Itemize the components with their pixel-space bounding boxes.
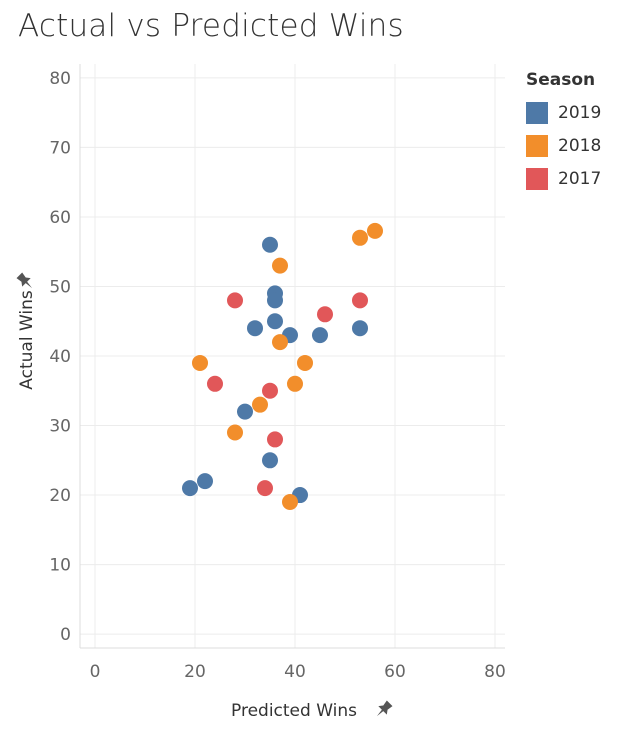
grid-lines (79, 64, 505, 649)
legend: Season 2019 2018 2017 (526, 70, 601, 195)
x-tick-label: 80 (484, 662, 506, 682)
y-tick-label: 60 (49, 208, 71, 228)
x-tick-label: 20 (184, 662, 206, 682)
y-axis-title: Actual Wins (17, 290, 37, 390)
point-2017[interactable] (317, 306, 333, 323)
y-tick-label: 50 (49, 277, 71, 297)
point-2017[interactable] (262, 382, 278, 399)
y-tick-label: 80 (49, 69, 71, 89)
point-2018[interactable] (192, 354, 208, 371)
legend-item-2019[interactable]: 2019 (526, 96, 601, 129)
point-2019[interactable] (197, 473, 213, 490)
y-tick-label: 10 (49, 556, 71, 576)
point-2018[interactable] (287, 375, 303, 392)
point-2019[interactable] (182, 480, 198, 497)
point-2019[interactable] (262, 452, 278, 469)
y-tick-label: 70 (49, 138, 71, 158)
point-2018[interactable] (272, 334, 288, 351)
legend-swatch-2019 (526, 101, 548, 124)
point-2019[interactable] (267, 292, 283, 309)
legend-label-2019: 2019 (558, 102, 602, 123)
y-tick-label: 0 (60, 625, 71, 645)
legend-swatch-2017 (526, 167, 548, 190)
x-axis-pin-icon[interactable] (373, 699, 394, 720)
y-axis-ticks: 0 10 20 30 40 50 60 70 80 (49, 69, 71, 645)
point-2018[interactable] (252, 396, 268, 413)
point-2017[interactable] (207, 375, 223, 392)
point-2017[interactable] (267, 431, 283, 448)
x-tick-label: 60 (384, 662, 406, 682)
point-2019[interactable] (262, 236, 278, 253)
point-2018[interactable] (297, 354, 313, 371)
y-axis-title-group: Actual Wins (17, 290, 37, 390)
point-2019[interactable] (247, 320, 263, 337)
point-2017[interactable] (257, 480, 273, 497)
point-2018[interactable] (367, 222, 383, 239)
legend-label-2017: 2017 (558, 168, 602, 189)
point-2018[interactable] (352, 229, 368, 246)
point-2019[interactable] (267, 313, 283, 330)
point-2018[interactable] (282, 494, 298, 510)
legend-title: Season (526, 70, 596, 90)
legend-item-2017[interactable]: 2017 (526, 162, 601, 195)
point-2019[interactable] (352, 320, 368, 337)
point-2017[interactable] (227, 292, 243, 309)
legend-swatch-2018 (526, 134, 548, 157)
point-2019[interactable] (237, 403, 253, 420)
x-tick-label: 40 (284, 662, 306, 682)
y-tick-label: 20 (49, 486, 71, 506)
data-points (182, 222, 383, 510)
point-2018[interactable] (227, 424, 243, 441)
chart-title: Actual vs Predicted Wins (18, 8, 404, 44)
y-axis-pin-icon[interactable] (15, 271, 36, 292)
x-axis-title: Predicted Wins (231, 701, 357, 721)
x-tick-label: 0 (90, 662, 101, 682)
point-2019[interactable] (312, 327, 328, 344)
point-2017[interactable] (352, 292, 368, 309)
point-2018[interactable] (272, 257, 288, 274)
y-tick-label: 40 (49, 347, 71, 367)
x-axis-ticks: 0 20 40 60 80 (90, 662, 506, 682)
legend-label-2018: 2018 (558, 135, 602, 156)
legend-item-2018[interactable]: 2018 (526, 129, 601, 162)
y-tick-label: 30 (49, 417, 71, 437)
